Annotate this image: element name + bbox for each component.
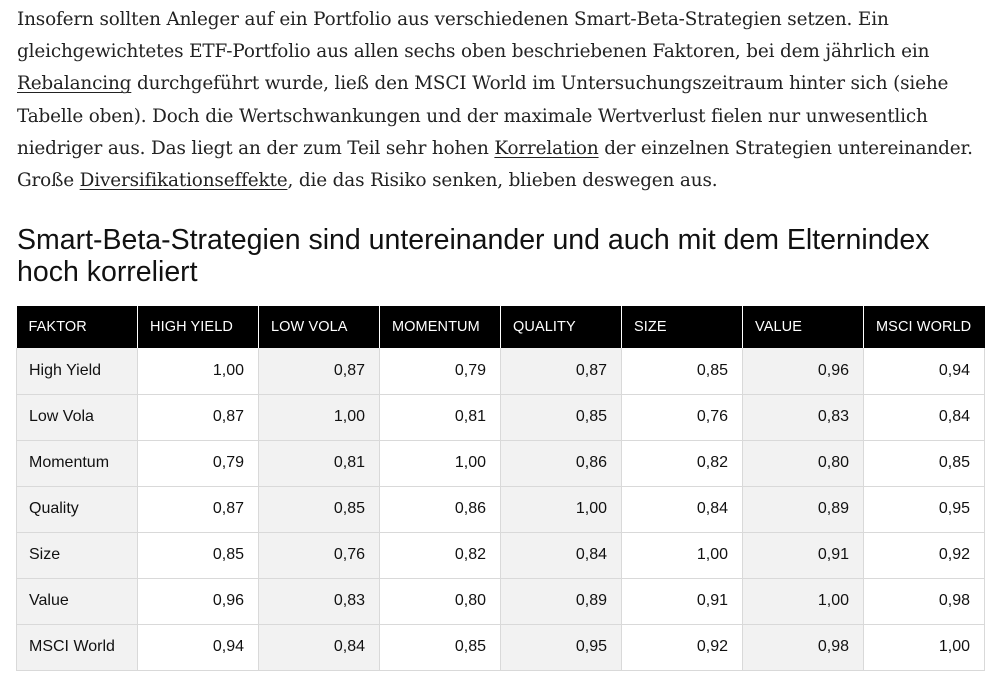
table-cell: 1,00 (742, 578, 864, 625)
table-cell: 0,76 (258, 532, 380, 579)
table-row: High Yield 1,00 0,87 0,79 0,87 0,85 0,96… (16, 348, 985, 395)
table-cell: 0,94 (137, 624, 259, 671)
correlation-table-container: FAKTOR HIGH YIELD LOW VOLA MOMENTUM QUAL… (16, 306, 985, 671)
table-cell: 0,92 (621, 624, 743, 671)
paragraph-text: , die das Risiko senken, blieben deswege… (287, 170, 718, 192)
header-cell-value: VALUE (742, 306, 864, 348)
table-cell: 0,86 (379, 486, 501, 533)
table-cell: 0,98 (742, 624, 864, 671)
row-label: Momentum (16, 440, 138, 487)
table-cell: 0,95 (500, 624, 622, 671)
table-cell: 0,89 (500, 578, 622, 625)
table-cell: 1,00 (137, 348, 259, 395)
table-cell: 0,85 (137, 532, 259, 579)
rebalancing-link[interactable]: Rebalancing (17, 73, 132, 95)
table-title: Smart-Beta-Strategien sind untereinander… (17, 224, 930, 288)
table-cell: 0,84 (863, 394, 985, 441)
row-label: Quality (16, 486, 138, 533)
table-cell: 0,87 (258, 348, 380, 395)
table-cell: 0,81 (258, 440, 380, 487)
table-cell: 0,94 (863, 348, 985, 395)
table-cell: 0,83 (742, 394, 864, 441)
table-cell: 0,98 (863, 578, 985, 625)
table-cell: 0,96 (742, 348, 864, 395)
table-cell: 0,82 (379, 532, 501, 579)
row-label: Value (16, 578, 138, 625)
header-cell-high-yield: HIGH YIELD (137, 306, 259, 348)
table-cell: 0,81 (379, 394, 501, 441)
table-cell: 0,92 (863, 532, 985, 579)
table-row: Size 0,85 0,76 0,82 0,84 1,00 0,91 0,92 (16, 532, 985, 579)
correlation-table: FAKTOR HIGH YIELD LOW VOLA MOMENTUM QUAL… (16, 306, 985, 671)
table-cell: 0,83 (258, 578, 380, 625)
table-cell: 0,84 (621, 486, 743, 533)
table-row: Value 0,96 0,83 0,80 0,89 0,91 1,00 0,98 (16, 578, 985, 625)
paragraph-text: der einzelnen Strategien untereinander. … (17, 137, 973, 192)
table-cell: 0,95 (863, 486, 985, 533)
table-header-row: FAKTOR HIGH YIELD LOW VOLA MOMENTUM QUAL… (16, 306, 985, 348)
table-cell: 0,89 (742, 486, 864, 533)
table-row: Low Vola 0,87 1,00 0,81 0,85 0,76 0,83 0… (16, 394, 985, 441)
table-cell: 1,00 (863, 624, 985, 671)
header-cell-faktor: FAKTOR (16, 306, 138, 348)
table-cell: 0,80 (742, 440, 864, 487)
header-cell-quality: QUALITY (500, 306, 622, 348)
table-cell: 0,91 (742, 532, 864, 579)
article-paragraph: Insofern sollten Anleger auf ein Portfol… (17, 4, 992, 197)
table-cell: 0,96 (137, 578, 259, 625)
table-cell: 1,00 (500, 486, 622, 533)
table-cell: 0,85 (863, 440, 985, 487)
table-cell: 1,00 (621, 532, 743, 579)
table-cell: 0,84 (258, 624, 380, 671)
table-cell: 0,79 (137, 440, 259, 487)
table-row: Quality 0,87 0,85 0,86 1,00 0,84 0,89 0,… (16, 486, 985, 533)
table-cell: 0,87 (137, 394, 259, 441)
table-row: MSCI World 0,94 0,84 0,85 0,95 0,92 0,98… (16, 624, 985, 671)
table-cell: 0,91 (621, 578, 743, 625)
table-cell: 0,79 (379, 348, 501, 395)
row-label: Size (16, 532, 138, 579)
table-cell: 1,00 (258, 394, 380, 441)
row-label: Low Vola (16, 394, 138, 441)
table-cell: 0,86 (500, 440, 622, 487)
row-label: MSCI World (16, 624, 138, 671)
korrelation-link[interactable]: Korrelation (494, 137, 599, 159)
header-cell-msci-world: MSCI WORLD (863, 306, 985, 348)
table-cell: 0,87 (137, 486, 259, 533)
table-cell: 0,87 (500, 348, 622, 395)
table-cell: 0,84 (500, 532, 622, 579)
table-cell: 0,85 (258, 486, 380, 533)
table-cell: 1,00 (379, 440, 501, 487)
header-cell-momentum: MOMENTUM (379, 306, 501, 348)
table-cell: 0,82 (621, 440, 743, 487)
header-cell-size: SIZE (621, 306, 743, 348)
table-cell: 0,85 (500, 394, 622, 441)
row-label: High Yield (16, 348, 138, 395)
table-cell: 0,85 (621, 348, 743, 395)
diversifikationseffekte-link[interactable]: Diversifikationseffekte (79, 170, 288, 192)
table-cell: 0,76 (621, 394, 743, 441)
header-cell-low-vola: LOW VOLA (258, 306, 380, 348)
table-cell: 0,85 (379, 624, 501, 671)
table-row: Momentum 0,79 0,81 1,00 0,86 0,82 0,80 0… (16, 440, 985, 487)
paragraph-text: durchgeführt wurde, ließ den MSCI World … (17, 73, 949, 159)
table-cell: 0,80 (379, 578, 501, 625)
paragraph-text: Insofern sollten Anleger auf ein Portfol… (17, 9, 930, 63)
